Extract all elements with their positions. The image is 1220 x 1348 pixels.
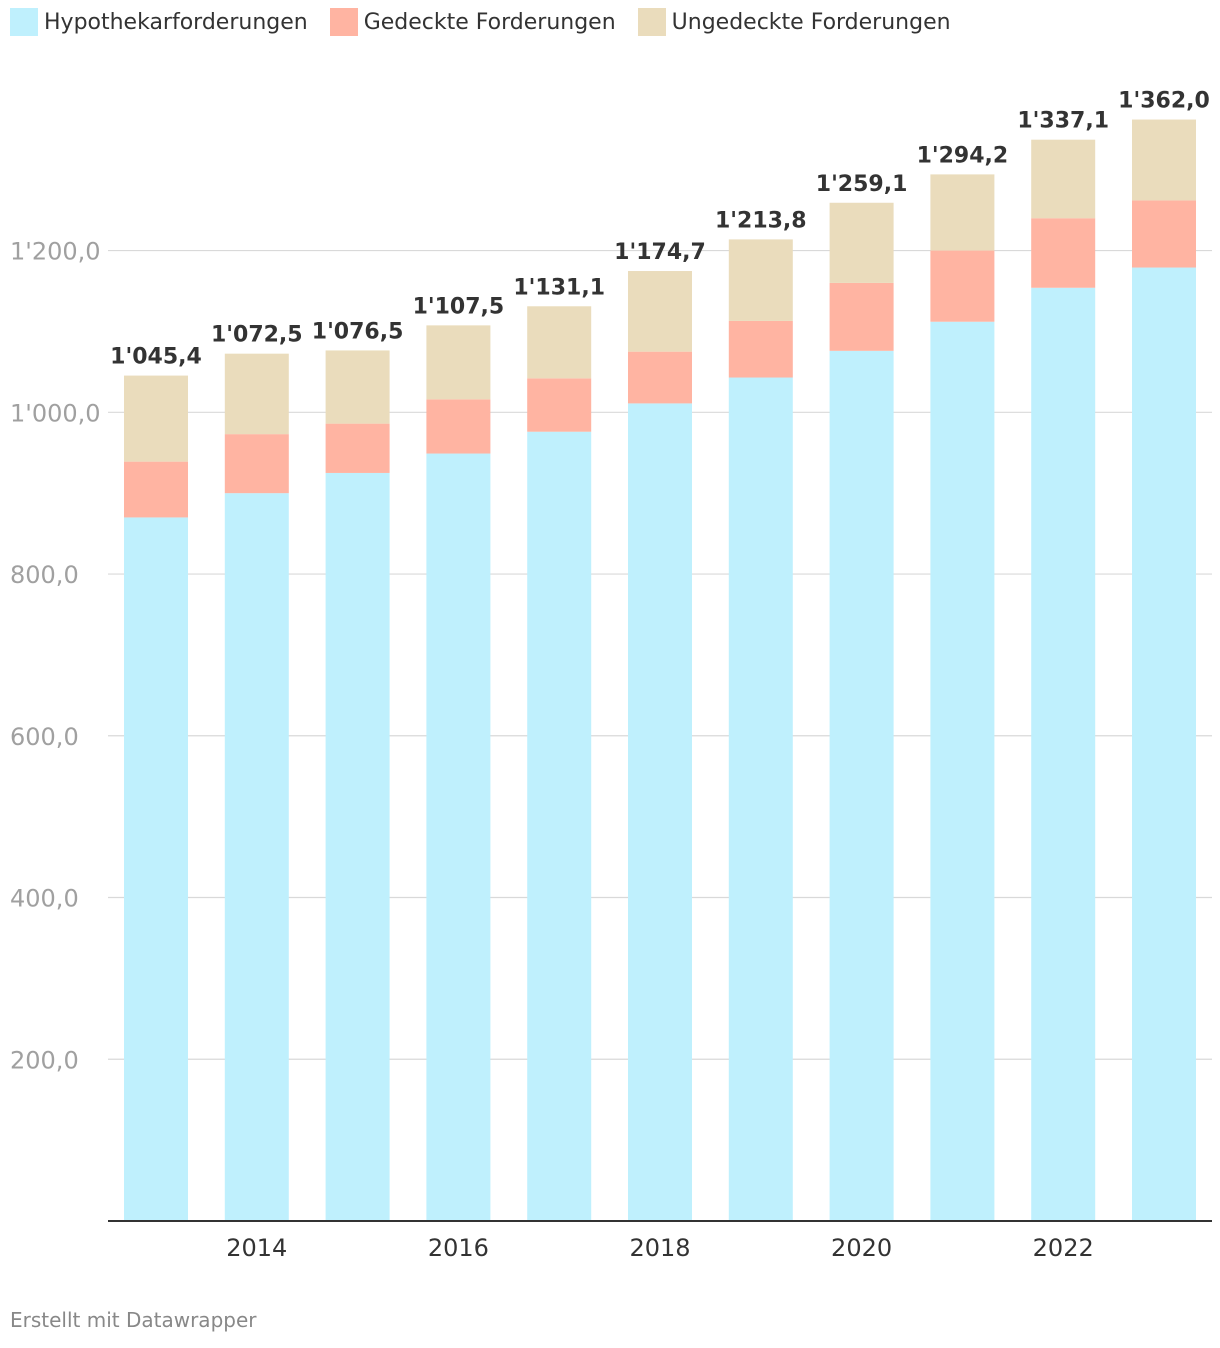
bar-total-label: 1'072,5 <box>211 323 303 348</box>
y-tick-label: 600,0 <box>10 723 79 751</box>
bar-segment-hypothekarforderungen <box>829 350 894 1221</box>
legend-item: Gedeckte Forderungen <box>329 8 616 36</box>
bar-total-label: 1'174,7 <box>614 240 706 265</box>
bar-segment-hypothekarforderungen <box>1031 287 1096 1221</box>
bar-segment-ungedeckte-forderungen <box>124 375 188 462</box>
legend-item: Ungedeckte Forderungen <box>637 8 951 36</box>
bar-segment-gedeckte-forderungen <box>628 351 692 404</box>
footer-credit: Erstellt mit Datawrapper <box>10 1308 257 1332</box>
bar-segment-gedeckte-forderungen <box>224 434 289 494</box>
legend-label: Ungedeckte Forderungen <box>671 9 951 35</box>
y-tick-label: 1'000,0 <box>10 399 101 427</box>
bar-segment-hypothekarforderungen <box>728 377 793 1222</box>
legend-swatch <box>10 8 38 36</box>
bar-total-label: 1'131,1 <box>513 275 605 300</box>
bar-segment-ungedeckte-forderungen <box>1132 119 1196 201</box>
bar-segment-ungedeckte-forderungen <box>728 239 793 321</box>
bar-segment-hypothekarforderungen <box>325 472 390 1221</box>
bar-segment-gedeckte-forderungen <box>1132 200 1196 268</box>
legend-label: Gedeckte Forderungen <box>363 9 616 35</box>
chart-legend: Hypothekarforderungen Gedeckte Forderunge… <box>10 8 951 36</box>
bar-segment-gedeckte-forderungen <box>728 320 793 378</box>
bar-segment-hypothekarforderungen <box>930 321 995 1221</box>
bar-segment-gedeckte-forderungen <box>527 378 592 432</box>
bar-total-label: 1'259,1 <box>816 172 908 197</box>
x-tick-label: 2022 <box>1033 1234 1094 1262</box>
bar-segment-gedeckte-forderungen <box>829 282 894 351</box>
y-tick-label: 800,0 <box>10 561 79 589</box>
legend-label: Hypothekarforderungen <box>44 9 308 35</box>
bar-segment-hypothekarforderungen <box>527 431 592 1221</box>
bar-segment-ungedeckte-forderungen <box>325 350 390 424</box>
bar-segment-hypothekarforderungen <box>628 403 692 1221</box>
bar-segment-hypothekarforderungen <box>426 453 491 1221</box>
y-tick-label: 1'200,0 <box>10 238 101 266</box>
bar-segment-ungedeckte-forderungen <box>829 202 894 283</box>
x-tick-label: 2018 <box>629 1234 690 1262</box>
bar-segment-gedeckte-forderungen <box>1031 218 1096 288</box>
bar-total-label: 1'362,0 <box>1118 89 1210 114</box>
legend-swatch <box>637 8 666 36</box>
bar-total-label: 1'213,8 <box>715 208 807 233</box>
y-tick-label: 200,0 <box>10 1046 79 1074</box>
bar-segment-ungedeckte-forderungen <box>628 271 692 352</box>
bar-total-label: 1'294,2 <box>917 143 1009 168</box>
bar-total-label: 1'076,5 <box>312 319 404 344</box>
bar-segment-gedeckte-forderungen <box>426 399 491 454</box>
bar-total-label: 1'045,4 <box>110 345 202 370</box>
legend-swatch <box>329 8 358 36</box>
bar-segment-gedeckte-forderungen <box>930 250 995 322</box>
bar-segment-ungedeckte-forderungen <box>930 174 995 251</box>
legend-item: Hypothekarforderungen <box>10 8 308 36</box>
y-tick-label: 400,0 <box>10 885 79 913</box>
bar-total-label: 1'107,5 <box>413 294 505 319</box>
bar-segment-ungedeckte-forderungen <box>426 325 491 400</box>
bar-segment-gedeckte-forderungen <box>325 423 390 473</box>
x-tick-label: 2016 <box>428 1234 489 1262</box>
bar-segment-hypothekarforderungen <box>1132 267 1196 1221</box>
bar-segment-ungedeckte-forderungen <box>1031 139 1096 219</box>
bar-segment-hypothekarforderungen <box>224 493 289 1221</box>
x-tick-label: 2020 <box>831 1234 892 1262</box>
bar-segment-hypothekarforderungen <box>124 517 188 1221</box>
bar-total-label: 1'337,1 <box>1017 109 1109 134</box>
bar-segment-gedeckte-forderungen <box>124 461 188 518</box>
bar-segment-ungedeckte-forderungen <box>224 353 289 435</box>
bar-segment-ungedeckte-forderungen <box>527 306 592 379</box>
x-tick-label: 2014 <box>226 1234 287 1262</box>
